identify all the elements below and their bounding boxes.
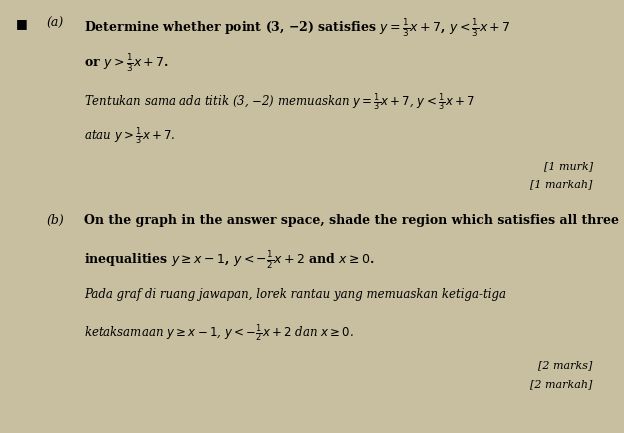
Text: atau $y>\frac{1}{3}x+7$.: atau $y>\frac{1}{3}x+7$.: [84, 126, 176, 147]
Text: [1 markah]: [1 markah]: [530, 180, 593, 190]
Text: Pada graf di ruang jawapan, lorek rantau yang memuaskan ketiga-tiga: Pada graf di ruang jawapan, lorek rantau…: [84, 288, 506, 301]
Text: Determine whether point (3, −2) satisfies $y=\frac{1}{3}x+7$, $y<\frac{1}{3}x+7$: Determine whether point (3, −2) satisfie…: [84, 17, 511, 39]
Text: [2 marks]: [2 marks]: [539, 360, 593, 370]
Text: Tentukan sama ada titik (3, −2) memuaskan $y=\frac{1}{3}x+7$, $y<\frac{1}{3}x+7$: Tentukan sama ada titik (3, −2) memuaska…: [84, 91, 475, 113]
Text: ■: ■: [16, 17, 27, 30]
Text: or $y>\frac{1}{3}x+7$.: or $y>\frac{1}{3}x+7$.: [84, 52, 170, 74]
Text: (a): (a): [47, 17, 64, 30]
Text: inequalities $y\geq x-1$, $y<-\frac{1}{2}x+2$ and $x\geq 0$.: inequalities $y\geq x-1$, $y<-\frac{1}{2…: [84, 249, 375, 271]
Text: On the graph in the answer space, shade the region which satisfies all three: On the graph in the answer space, shade …: [84, 214, 619, 227]
Text: ketaksamaan $y\geq x-1$, $y<-\frac{1}{2}x+2$ dan $x\geq 0$.: ketaksamaan $y\geq x-1$, $y<-\frac{1}{2}…: [84, 323, 354, 344]
Text: [2 markah]: [2 markah]: [530, 379, 593, 389]
Text: [1 murk]: [1 murk]: [544, 161, 593, 171]
Text: (b): (b): [47, 214, 64, 227]
